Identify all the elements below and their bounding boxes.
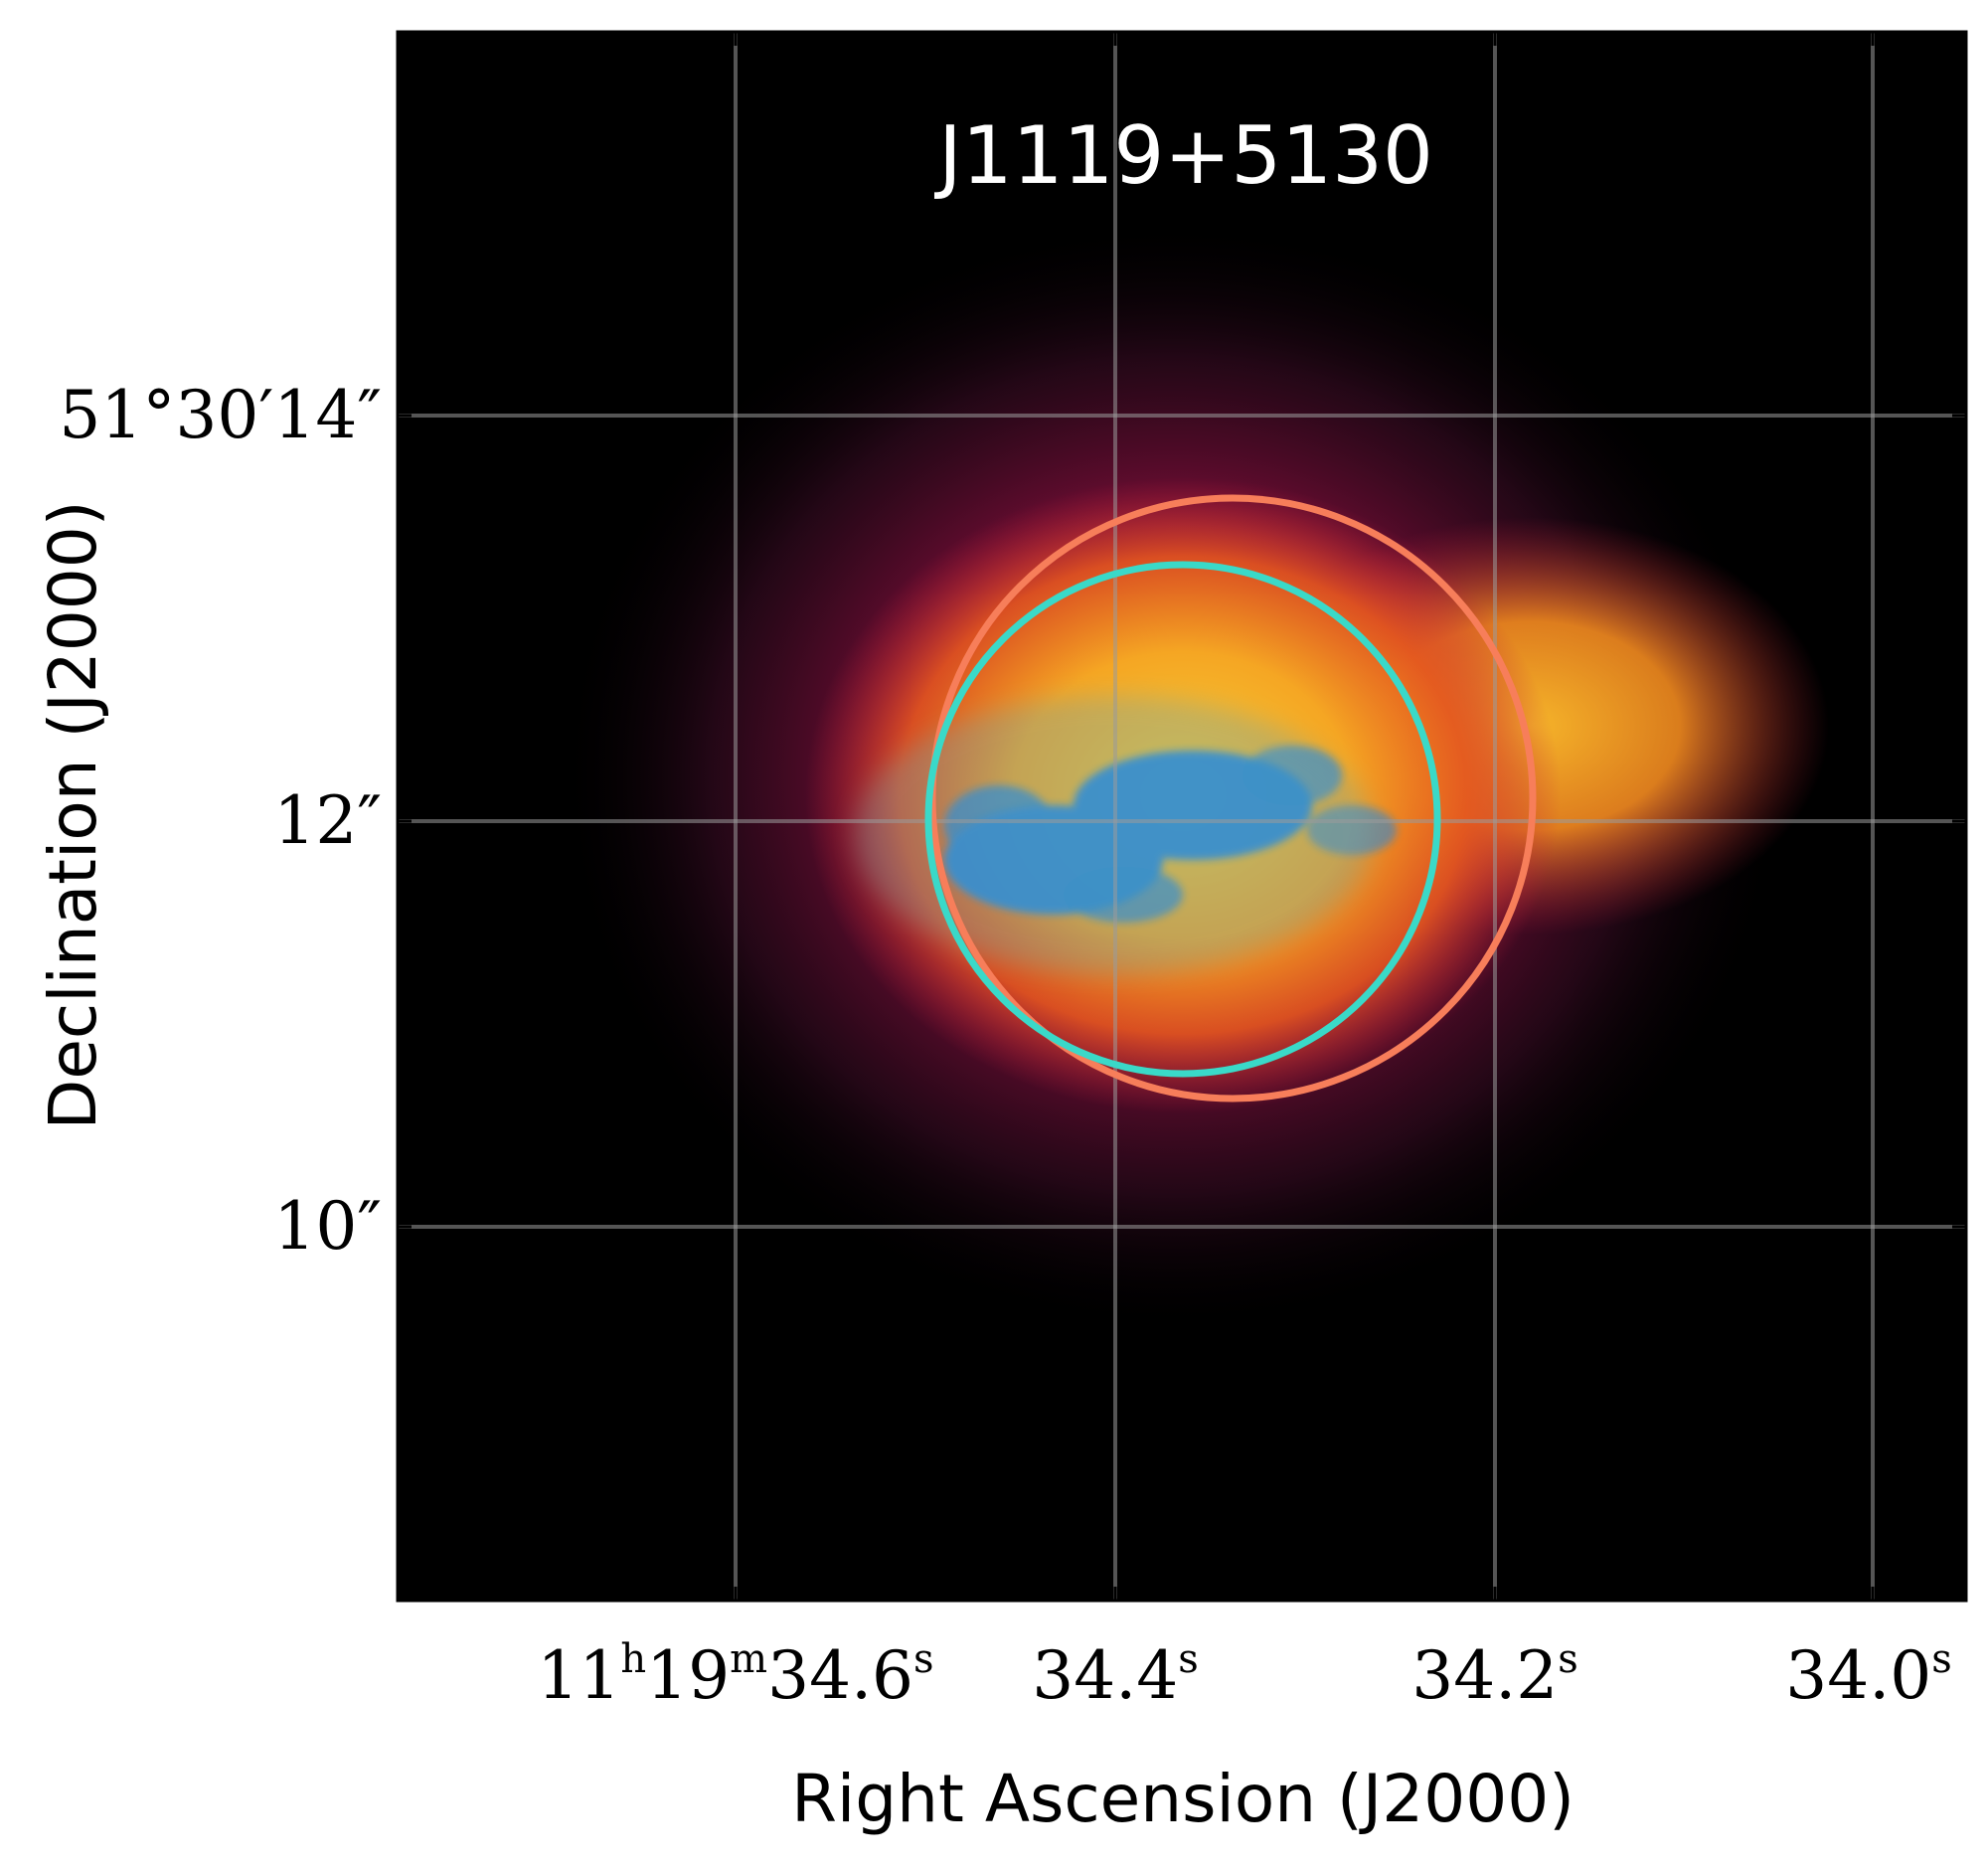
x-tick-label: 34.2s​ <box>1411 1636 1577 1714</box>
x-tick-number: 34.4 <box>1032 1637 1178 1714</box>
x-tick-number: 34.2 <box>1411 1637 1558 1714</box>
x-tick-unit: m <box>730 1636 767 1682</box>
x-tick-labels: 11h​19m​34.6s​ 34.4s​ 34.2s​ 34.0s​ <box>537 1636 1951 1714</box>
plot-panel: J1119+5130 <box>396 30 1968 1603</box>
emission-image <box>557 219 1829 1332</box>
x-tick-unit: s <box>1558 1636 1578 1682</box>
y-tick-label: 12″ <box>273 782 382 859</box>
ticks <box>398 32 1966 1601</box>
plot-frame <box>396 30 1968 1603</box>
x-tick-number: 19 <box>646 1637 730 1714</box>
figure-title: J1119+5130 <box>933 109 1433 202</box>
x-tick-unit: s <box>1931 1636 1952 1682</box>
x-tick-number: 34.6 <box>767 1637 913 1714</box>
x-tick-label: 34.0s​ <box>1785 1636 1951 1714</box>
grid <box>398 32 1966 1601</box>
x-tick-unit: s <box>1178 1636 1199 1682</box>
x-tick-unit: s <box>913 1636 934 1682</box>
x-tick-number: 34.0 <box>1785 1637 1931 1714</box>
x-tick-label: 11h​19m​34.6s​ <box>537 1636 933 1714</box>
y-tick-label: 51°30′14″ <box>59 377 382 453</box>
x-axis-label: Right Ascension (J2000) <box>791 1761 1574 1837</box>
y-axis-label: Declination (J2000) <box>35 501 111 1130</box>
y-tick-label: 10″ <box>273 1188 382 1265</box>
x-tick-unit: h <box>620 1636 646 1682</box>
cyan-circle <box>924 561 1441 1078</box>
y-tick-labels: 51°30′14″ 12″ 10″ <box>59 377 382 1265</box>
x-tick-label: 34.4s​ <box>1032 1636 1198 1714</box>
x-tick-number: 11 <box>537 1637 620 1714</box>
